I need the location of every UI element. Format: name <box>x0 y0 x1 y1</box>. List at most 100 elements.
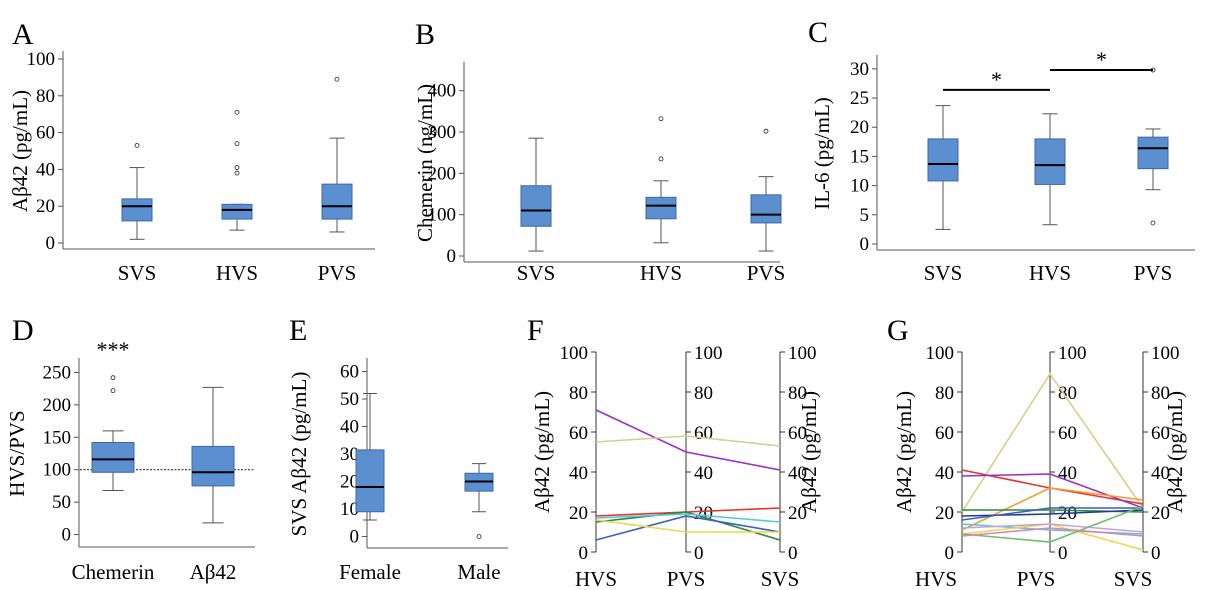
x-category-label: Female <box>339 560 401 584</box>
box-iqr <box>91 441 135 473</box>
series-line-10 <box>961 523 1144 533</box>
series-line-1 <box>595 409 781 471</box>
y-tick-label: 40 <box>788 463 807 484</box>
panel-a: A 0 20 40 60 80 100 Aβ42 (pg/mL) SVS HVS PVS <box>8 18 375 285</box>
y-axis-label: HVS/PVS <box>5 410 29 496</box>
y-tick-label: 100 <box>43 460 72 481</box>
series-line-3 <box>961 473 1144 509</box>
x-category-label: PVS <box>667 567 706 590</box>
x-category-label: SVS <box>924 261 963 285</box>
series-line-1 <box>961 372 1144 513</box>
y-tick-label: 40 <box>935 463 954 484</box>
box-pvs: PVS <box>318 76 357 285</box>
panel-label: C <box>808 16 828 49</box>
x-category-label: SVS <box>517 261 556 285</box>
y-tick-label: 0 <box>46 233 56 254</box>
box-iqr <box>191 445 235 487</box>
outlier-point <box>134 143 140 148</box>
x-category-label: HVS <box>915 567 957 590</box>
y-tick-label: 20 <box>340 472 359 493</box>
y-axis-label-left: Aβ42 (pg/mL) <box>892 391 916 513</box>
x-category-label: HVS <box>640 261 682 285</box>
outlier-point <box>476 534 482 539</box>
x-category-label: HVS <box>1029 261 1071 285</box>
y-tick-label: 100 <box>1058 343 1087 364</box>
outlier-point <box>234 170 240 176</box>
box-iqr <box>1034 138 1066 185</box>
box-iqr <box>645 196 677 220</box>
y-tick-label: 80 <box>36 86 55 107</box>
box-iqr <box>520 185 552 227</box>
box-iqr <box>121 198 153 222</box>
y-tick-label: 0 <box>788 543 798 564</box>
box-iqr <box>1137 136 1169 170</box>
x-category-label: PVS <box>747 261 786 285</box>
y-tick-label: 60 <box>694 423 713 444</box>
y-tick-label: 40 <box>36 159 55 180</box>
y-axis-label: SVS Aβ42 (pg/mL) <box>287 372 311 537</box>
box-iqr <box>750 194 782 224</box>
outlier-point <box>110 388 116 394</box>
series-line-12 <box>961 527 1144 537</box>
y-tick-label: 0 <box>1058 543 1068 564</box>
y-tick-label: 20 <box>935 503 954 524</box>
y-tick-label: 60 <box>935 423 954 444</box>
outlier-point <box>234 141 240 147</box>
x-category-label: PVS <box>318 261 357 285</box>
outlier-point <box>658 116 664 122</box>
series-line-6 <box>595 513 781 523</box>
y-axis-label: Chemerin (ng/mL) <box>413 84 437 242</box>
y-tick-label: 100 <box>926 343 955 364</box>
panel-label: F <box>527 314 544 347</box>
y-tick-label: 300 <box>428 122 457 143</box>
box-female: Female <box>339 393 401 584</box>
y-tick-label: 15 <box>850 146 869 167</box>
x-category-label: PVS <box>1134 261 1173 285</box>
y-tick-label: 50 <box>340 389 359 410</box>
y-tick-label: 0 <box>945 543 955 564</box>
y-tick-label: 100 <box>1151 343 1180 364</box>
y-tick-label: 40 <box>340 417 359 438</box>
x-category-label: Chemerin <box>72 560 155 584</box>
y-tick-label: 20 <box>36 196 55 217</box>
series-line-5 <box>595 515 781 541</box>
y-tick-label: 400 <box>428 81 457 102</box>
box-hvs: HVS <box>216 109 258 285</box>
outlier-point <box>658 156 664 162</box>
box-iqr <box>321 183 353 220</box>
y-tick-label: 60 <box>1151 423 1170 444</box>
y-tick-label: 200 <box>43 395 72 416</box>
y-tick-label: 0 <box>447 246 457 267</box>
outlier-point <box>763 128 769 134</box>
y-tick-label: 0 <box>1151 543 1161 564</box>
y-tick-label: 20 <box>1151 503 1170 524</box>
y-tick-label: 80 <box>935 383 954 404</box>
box-chemerin: Chemerin <box>72 375 155 584</box>
panel-g: G020406080100020406080100020406080100Aβ4… <box>887 314 1187 590</box>
y-tick-label: 40 <box>1151 463 1170 484</box>
box-male: Male <box>457 463 501 584</box>
y-tick-label: 0 <box>579 543 589 564</box>
y-tick-label: 60 <box>36 123 55 144</box>
x-category-label: Male <box>457 560 500 584</box>
y-tick-label: 60 <box>1058 423 1077 444</box>
outlier-point <box>334 76 340 82</box>
y-tick-label: 100 <box>694 343 723 364</box>
y-tick-label: 20 <box>788 503 807 524</box>
y-tick-label: 10 <box>340 499 359 520</box>
y-tick-label: 200 <box>428 163 457 184</box>
box-hvs: HVS <box>640 116 682 285</box>
y-tick-label: 25 <box>850 88 869 109</box>
y-tick-label: 0 <box>860 234 870 255</box>
y-tick-label: 40 <box>694 463 713 484</box>
x-category-label: Aβ42 <box>190 560 237 584</box>
y-tick-label: 0 <box>62 525 72 546</box>
x-category-label: HVS <box>575 567 617 590</box>
significance-star: *** <box>97 337 130 362</box>
outlier-point <box>1150 220 1156 226</box>
outlier-point <box>234 165 240 170</box>
y-tick-label: 80 <box>694 383 713 404</box>
y-axis-label: Aβ42 (pg/mL) <box>8 90 32 212</box>
y-tick-label: 60 <box>340 362 359 383</box>
